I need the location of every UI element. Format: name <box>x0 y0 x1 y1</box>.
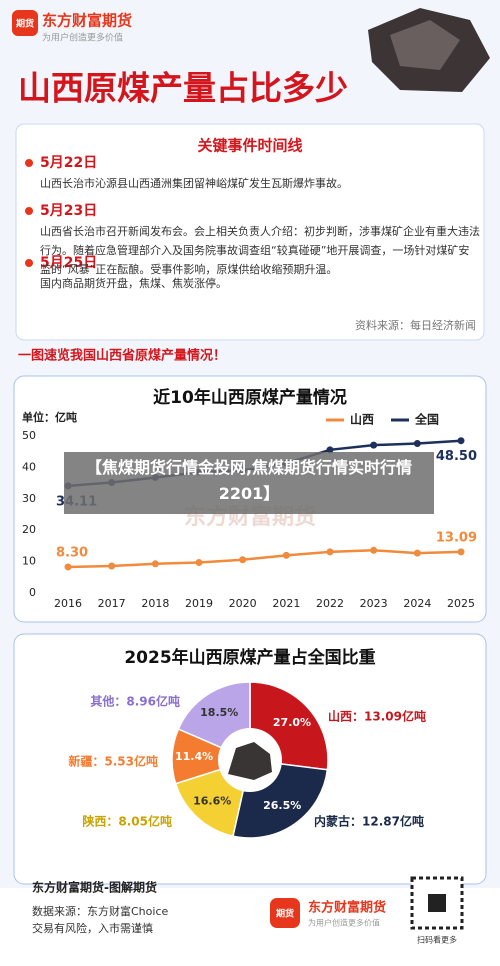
qr-center <box>428 894 446 912</box>
chart-title: 2025年山西原煤产量占全国比重 <box>124 647 375 668</box>
series-line <box>67 549 462 569</box>
footer-title: 东方财富期货-图解期货 <box>32 880 157 895</box>
x-tick-label: 2018 <box>141 597 169 610</box>
overlay-banner <box>64 452 434 514</box>
footer-risk: 交易有风险，入市需谨慎 <box>32 921 153 935</box>
x-tick-label: 2017 <box>98 597 126 610</box>
event-date: 5月22日 <box>40 155 97 171</box>
timeline-dot <box>25 259 33 267</box>
category-label: 山西：13.09亿吨 <box>328 709 426 724</box>
coal-image <box>228 742 272 780</box>
point <box>195 559 203 567</box>
footer-source: 数据来源：东方财富Choice <box>32 904 168 918</box>
point <box>239 556 247 564</box>
event-text: 山西长治市沁源县山西通洲集团留神峪煤矿发生瓦斯爆炸事故。 <box>40 177 348 190</box>
x-tick-label: 2025 <box>447 597 475 610</box>
category-label: 新疆：5.53亿吨 <box>68 754 158 769</box>
point <box>326 548 334 556</box>
logo-text: 期货 <box>16 18 34 30</box>
y-tick-label: 40 <box>22 460 36 473</box>
x-tick-label: 2022 <box>316 597 344 610</box>
category-label: 其他：8.96亿吨 <box>90 694 180 709</box>
timeline-dot <box>25 207 33 215</box>
timeline-box <box>15 123 485 341</box>
timeline-title: 关键事件时间线 <box>197 137 302 155</box>
slice-label: 16.6% <box>193 794 231 807</box>
y-tick-label: 30 <box>22 492 36 505</box>
slice-label: 18.5% <box>200 706 238 719</box>
timeline-dot <box>25 159 33 167</box>
qr-caption: 扫码看更多 <box>417 935 457 945</box>
source: 资料来源：每日经济新闻 <box>355 318 476 332</box>
slice-label: 27.0% <box>273 716 311 729</box>
value-label: 48.50 <box>436 449 477 464</box>
point <box>282 551 290 559</box>
slogan: 为用户创造更多价值 <box>42 32 123 44</box>
overlay-text: 【焦煤期货行情金投网,焦煤期货行情实时行情2201】 <box>85 458 413 503</box>
point <box>457 548 465 556</box>
y-tick-label: 10 <box>22 555 36 568</box>
footer-logo <box>270 898 300 928</box>
point <box>64 563 72 571</box>
x-tick-label: 2016 <box>54 597 82 610</box>
x-tick-label: 2024 <box>403 597 431 610</box>
event-date: 5月25日 <box>40 255 97 271</box>
point <box>370 546 378 554</box>
event-text: 国内商品期货开盘，焦煤、焦炭涨停。 <box>40 277 227 290</box>
page-title: 山西原煤产量占比多少 <box>18 69 348 108</box>
event-date: 5月23日 <box>40 203 97 219</box>
point <box>457 437 465 445</box>
y-tick-label: 20 <box>22 523 36 536</box>
footer-slogan: 为用户创造更多价值 <box>308 918 380 928</box>
footer-brand: 东方财富期货 <box>308 900 386 916</box>
value-label: 13.09 <box>436 530 477 545</box>
value-label: 8.30 <box>56 545 88 560</box>
x-tick-label: 2020 <box>229 597 257 610</box>
subheading: 一图速览我国山西省原煤产量情况！ <box>18 348 226 364</box>
y-tick-label: 50 <box>22 429 36 442</box>
point <box>151 560 159 568</box>
brand: 东方财富期货 <box>42 12 132 30</box>
point <box>326 446 334 454</box>
point <box>108 562 116 570</box>
y-tick-label: 0 <box>29 586 36 599</box>
point <box>413 549 421 557</box>
slice-label: 11.4% <box>175 750 213 763</box>
x-tick-label: 2019 <box>185 597 213 610</box>
point <box>370 441 378 449</box>
event-text: 山西省长治市召开新闻发布会。会上相关负责人介绍：初步判断，涉事煤矿企业有重大违法… <box>40 225 480 276</box>
logo <box>12 10 38 36</box>
unit-label: 单位：亿吨 <box>22 410 77 424</box>
legend-label: 山西 <box>350 412 374 427</box>
category-label: 陕西：8.05亿吨 <box>82 814 172 829</box>
category-label: 内蒙古：12.87亿吨 <box>314 814 424 829</box>
coal-highlight <box>390 20 460 70</box>
x-tick-label: 2023 <box>360 597 388 610</box>
chart-title: 近10年山西原煤产量情况 <box>153 387 347 408</box>
point <box>413 440 421 448</box>
legend-label: 全国 <box>414 412 439 427</box>
slice-label: 26.5% <box>263 799 301 812</box>
x-tick-label: 2021 <box>272 597 300 610</box>
footer-logo-text: 期货 <box>276 908 294 920</box>
